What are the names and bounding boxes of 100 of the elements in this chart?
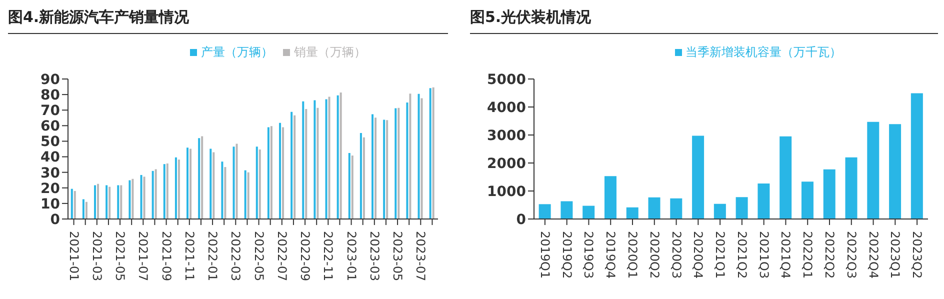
x-tick-label: 2021-09 (159, 231, 174, 282)
bar (325, 99, 328, 219)
x-tick-label: 2021-05 (113, 231, 128, 282)
bar (74, 191, 76, 219)
y-tick-label: 1000 (487, 184, 526, 200)
y-tick-label: 70 (40, 103, 60, 120)
y-tick-label: 40 (40, 150, 60, 166)
bar (383, 120, 386, 219)
bar (889, 124, 902, 219)
bar (186, 148, 189, 219)
x-tick-label: 2022-07 (274, 231, 289, 282)
x-tick-label: 2023-01 (344, 231, 358, 282)
bar (117, 185, 120, 219)
x-tick-label: 2019Q3 (582, 231, 596, 279)
x-tick-label: 2019Q1 (538, 231, 552, 279)
bar (360, 132, 362, 219)
bar (154, 169, 157, 219)
bar (386, 120, 388, 219)
legend-label: 销量（万辆） (294, 45, 366, 59)
bar (305, 109, 308, 219)
bar (97, 184, 100, 219)
x-tick-label: 2021Q2 (734, 231, 749, 279)
bar (582, 206, 595, 219)
bar (801, 182, 814, 219)
x-tick-label: 2021-01 (66, 231, 81, 282)
bar (351, 156, 354, 219)
bar (232, 146, 235, 219)
x-tick-label: 2022Q2 (822, 231, 836, 279)
bar (256, 146, 258, 219)
x-tick-label: 2021-03 (90, 231, 104, 282)
bar (85, 202, 88, 219)
x-tick-label: 2023Q1 (888, 231, 902, 279)
x-tick-label: 2023-05 (390, 231, 405, 282)
bar (604, 176, 616, 219)
bar (294, 115, 296, 219)
bar (94, 185, 96, 219)
bar (163, 164, 166, 219)
bar (340, 92, 342, 219)
bar (406, 102, 408, 219)
bar (224, 167, 226, 219)
bar (374, 118, 377, 219)
x-tick-label: 2020Q4 (691, 231, 706, 279)
bar (823, 169, 836, 219)
bar (302, 101, 304, 219)
bar (190, 148, 192, 219)
y-tick-label: 10 (40, 196, 60, 212)
bar (398, 108, 400, 219)
bar (538, 204, 551, 219)
x-tick-label: 2022-05 (252, 231, 266, 282)
bar (714, 204, 726, 219)
bar (106, 185, 108, 219)
legend-label: 产量（万辆） (201, 45, 273, 59)
bar (70, 188, 73, 219)
x-tick-label: 2022Q4 (866, 231, 880, 279)
bar (244, 170, 246, 219)
x-tick-label: 2021-07 (136, 231, 150, 282)
bar (409, 94, 412, 219)
bar (648, 197, 660, 219)
bar (236, 144, 238, 219)
bar (780, 136, 792, 219)
bar (290, 112, 293, 219)
bar (394, 108, 397, 219)
bar (267, 127, 270, 219)
bar (670, 198, 682, 219)
x-tick-label: 2022-11 (321, 231, 336, 282)
bar (270, 126, 272, 219)
bar (128, 180, 131, 219)
y-tick-label: 5000 (487, 72, 526, 88)
bar (560, 201, 573, 219)
bar (336, 95, 339, 219)
bar (212, 152, 215, 219)
bar (348, 153, 350, 219)
bar (120, 185, 122, 219)
bar (845, 157, 858, 219)
bar (316, 108, 319, 219)
bar (279, 122, 282, 219)
x-tick-label: 2022-09 (298, 231, 312, 282)
y-tick-label: 60 (40, 118, 60, 135)
bar (420, 98, 423, 219)
bar (174, 157, 177, 219)
bar (132, 178, 134, 219)
bar (143, 176, 146, 219)
bar (429, 88, 432, 219)
x-tick-label: 2019Q4 (604, 231, 618, 279)
bar (328, 96, 330, 219)
bar (152, 170, 154, 219)
bar (166, 163, 168, 219)
x-tick-label: 2023-07 (414, 231, 428, 282)
bar (198, 138, 200, 219)
bar (692, 136, 704, 219)
x-tick-label: 2023Q2 (910, 231, 924, 279)
bar (314, 100, 316, 219)
y-tick-label: 50 (40, 134, 60, 150)
x-tick-label: 2023-03 (367, 231, 382, 282)
x-tick-label: 2021-11 (182, 231, 196, 282)
y-tick-label: 0 (516, 212, 526, 228)
bar (626, 207, 638, 219)
bar (372, 114, 374, 219)
x-tick-label: 2022-03 (228, 231, 243, 282)
chart-title: 图5.光伏装机情况 (470, 8, 938, 34)
